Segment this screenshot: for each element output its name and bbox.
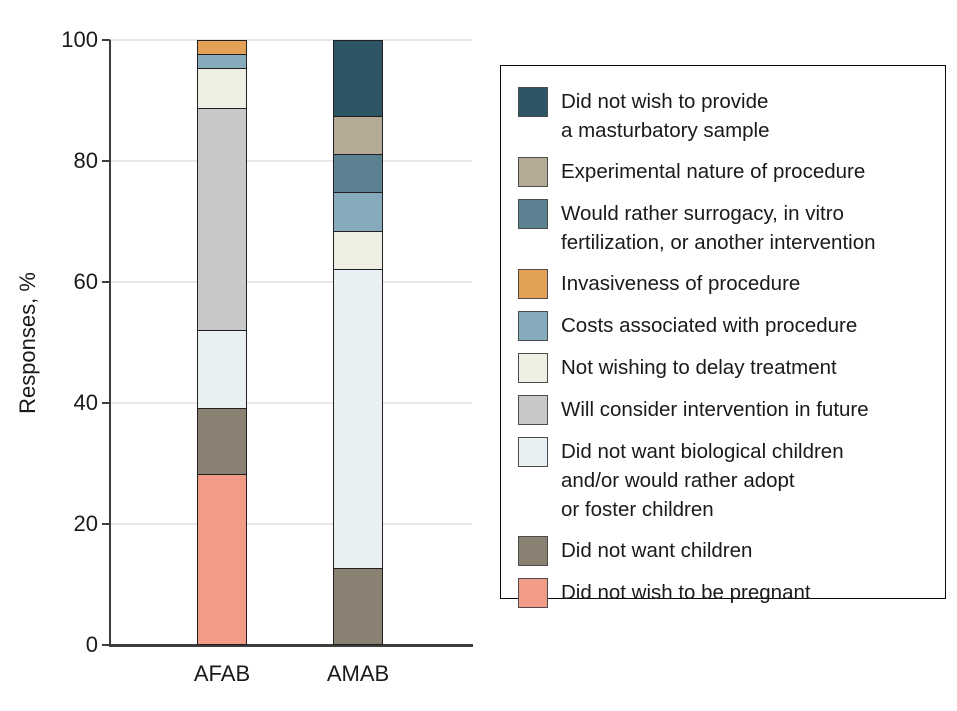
bar-segment — [198, 69, 246, 110]
legend-label: Did not want biological children and/or w… — [561, 440, 844, 521]
legend-item: Did not wish to be pregnant — [518, 578, 931, 608]
legend-label: Did not want children — [561, 539, 753, 562]
legend-label: Did not wish to be pregnant — [561, 581, 811, 604]
gridline — [110, 523, 472, 525]
legend-item: Will consider intervention in future — [518, 395, 931, 425]
legend-label: Invasiveness of procedure — [561, 272, 801, 295]
bar-afab — [197, 40, 247, 645]
y-axis-line — [109, 40, 111, 646]
y-axis-tick — [102, 281, 110, 283]
legend-swatch — [518, 353, 548, 383]
y-tick-label: 100 — [61, 27, 98, 52]
bar-segment — [334, 569, 382, 644]
legend-label: Not wishing to delay treatment — [561, 356, 837, 379]
y-axis-tick — [102, 644, 110, 646]
legend-label: Experimental nature of procedure — [561, 160, 866, 183]
bar-amab — [333, 40, 383, 645]
bar-segment — [334, 116, 382, 155]
legend-label: Did not wish to provide a masturbatory sa… — [561, 90, 770, 142]
legend-swatch — [518, 437, 548, 467]
legend-item: Experimental nature of procedure — [518, 157, 931, 187]
legend-item: Not wishing to delay treatment — [518, 353, 931, 383]
legend-item: Would rather surrogacy, in vitro fertiliz… — [518, 199, 931, 257]
y-tick-label: 40 — [73, 390, 98, 415]
legend-swatch — [518, 199, 548, 229]
legend-swatch — [518, 269, 548, 299]
x-axis-label-afab: AFAB — [193, 661, 251, 686]
legend-item: Did not want children — [518, 536, 931, 566]
legend-swatch — [518, 157, 548, 187]
legend-item: Did not want biological children and/or w… — [518, 437, 931, 524]
y-tick-label: 20 — [73, 511, 98, 536]
legend-label: Would rather surrogacy, in vitro fertiliz… — [561, 202, 876, 254]
y-axis-title: Responses, % — [15, 272, 40, 414]
legend-label: Will consider intervention in future — [561, 398, 869, 421]
legend-item: Did not wish to provide a masturbatory sa… — [518, 87, 931, 145]
legend-label: Costs associated with procedure — [561, 314, 858, 337]
y-axis-tick — [102, 523, 110, 525]
bar-segment — [198, 109, 246, 331]
bar-segment — [334, 231, 382, 270]
y-tick-label: 80 — [73, 148, 98, 173]
legend: Did not wish to provide a masturbatory sa… — [500, 65, 946, 608]
y-axis-tick — [102, 39, 110, 41]
bar-segment — [334, 41, 382, 117]
bar-segment — [198, 409, 246, 476]
y-tick-label: 60 — [73, 269, 98, 294]
legend-swatch — [518, 578, 548, 608]
legend-swatch — [518, 395, 548, 425]
x-axis-label-amab: AMAB — [326, 661, 390, 686]
gridline — [110, 160, 472, 162]
bar-segment — [334, 154, 382, 194]
legend-item: Invasiveness of procedure — [518, 269, 931, 299]
legend-swatch — [518, 87, 548, 117]
bar-segment — [198, 475, 246, 645]
bar-segment — [198, 41, 246, 56]
legend-item: Costs associated with procedure — [518, 311, 931, 341]
legend-swatch — [518, 311, 548, 341]
bar-segment — [198, 330, 246, 410]
y-tick-label: 0 — [85, 632, 98, 657]
legend-swatch — [518, 536, 548, 566]
y-axis-tick — [102, 402, 110, 404]
gridline — [110, 281, 472, 283]
bar-segment — [334, 269, 382, 570]
x-axis-line — [109, 644, 473, 647]
y-axis-tick — [102, 160, 110, 162]
gridline — [110, 402, 472, 404]
bar-segment — [198, 55, 246, 70]
bar-segment — [334, 193, 382, 232]
gridline — [110, 39, 472, 41]
